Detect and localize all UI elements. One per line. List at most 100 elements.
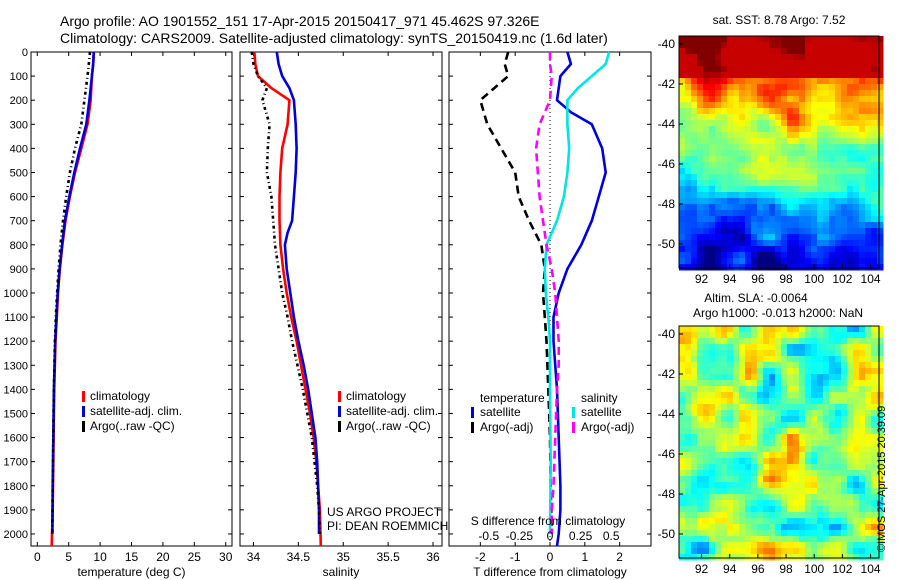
heatmap-cell: [799, 434, 806, 441]
heatmap-cell: [859, 368, 866, 375]
heatmap-cell: [787, 138, 794, 145]
heatmap-cell: [787, 536, 794, 543]
heatmap-cell: [871, 470, 878, 477]
heatmap-cell: [769, 132, 776, 139]
heatmap-cell: [847, 246, 854, 253]
heatmap-cell: [835, 174, 842, 181]
heatmap-cell: [727, 512, 734, 519]
heatmap-cell: [703, 204, 710, 211]
series-line-satellite-adj-clim-: [51, 51, 96, 535]
heatmap-cell: [757, 434, 764, 441]
heatmap-cell: [865, 482, 872, 489]
heatmap-cell: [769, 446, 776, 453]
heatmap-cell: [679, 222, 686, 229]
heatmap-cell: [817, 356, 824, 363]
heatmap-cell: [721, 60, 728, 67]
heatmap-cell: [715, 410, 722, 417]
heatmap-cell: [703, 120, 710, 127]
heatmap-cell: [847, 96, 854, 103]
heatmap-cell: [745, 102, 752, 109]
heatmap-cell: [679, 524, 686, 531]
heatmap-cell: [811, 252, 818, 259]
heatmap-cell: [739, 174, 746, 181]
heatmap-cell: [793, 536, 800, 543]
heatmap-cell: [751, 72, 758, 79]
heatmap-cell: [721, 542, 728, 549]
heatmap-cell: [733, 452, 740, 459]
heatmap-cell: [721, 500, 728, 507]
heatmap-cell: [835, 350, 842, 357]
heatmap-cell: [811, 54, 818, 61]
heatmap-cell: [757, 338, 764, 345]
heatmap-cell: [805, 162, 812, 169]
series-line-temperature-argo-adj-: [478, 51, 553, 535]
heatmap-cell: [871, 102, 878, 109]
heatmap-cell: [811, 120, 818, 127]
heatmap-cell: [865, 476, 872, 483]
heatmap-cell: [775, 488, 782, 495]
heatmap-cell: [811, 36, 818, 43]
heatmap-cell: [829, 198, 836, 205]
heatmap-cell: [823, 374, 830, 381]
heatmap-cell: [835, 132, 842, 139]
heatmap-cell: [829, 404, 836, 411]
legend-label: satellite: [480, 405, 521, 419]
heatmap-cell: [715, 192, 722, 199]
heatmap-cell: [877, 66, 884, 73]
heatmap-cell: [679, 548, 686, 555]
heatmap-cell: [877, 362, 884, 369]
heatmap-cell: [691, 204, 698, 211]
heatmap-cell: [775, 42, 782, 49]
heatmap-cell: [871, 554, 878, 561]
depth-tick-label: 300: [10, 119, 28, 131]
heatmap-cell: [679, 440, 686, 447]
heatmap-cell: [745, 422, 752, 429]
heatmap-cell: [775, 198, 782, 205]
panel-sst_map: 92 94 96 98 100 102 104-40-42-44-46-48-50sat. …: [658, 13, 884, 286]
heatmap-cell: [787, 446, 794, 453]
heatmap-cell: [823, 338, 830, 345]
heatmap-cell: [745, 60, 752, 67]
heatmap-cell: [775, 186, 782, 193]
heatmap-cell: [811, 162, 818, 169]
heatmap-cell: [685, 536, 692, 543]
heatmap-cell: [769, 458, 776, 465]
heatmap-cell: [721, 554, 728, 561]
heatmap-cell: [811, 452, 818, 459]
heatmap-cell: [829, 228, 836, 235]
heatmap-cell: [739, 66, 746, 73]
heatmap-cell: [835, 368, 842, 375]
heatmap-cell: [709, 210, 716, 217]
heatmap-cell: [757, 380, 764, 387]
heatmap-cell: [691, 228, 698, 235]
heatmap-cell: [739, 258, 746, 265]
heatmap-cell: [739, 428, 746, 435]
heatmap-cell: [793, 144, 800, 151]
heatmap-cell: [793, 524, 800, 531]
heatmap-cell: [721, 458, 728, 465]
heatmap-cell: [781, 258, 788, 265]
heatmap-cell: [829, 368, 836, 375]
heatmap-cell: [703, 398, 710, 405]
map-xtick-label: 100: [804, 272, 824, 286]
depth-tick-label: 1300: [4, 360, 28, 372]
heatmap-cell: [793, 542, 800, 549]
heatmap-cell: [709, 102, 716, 109]
heatmap-cell: [811, 542, 818, 549]
heatmap-cell: [853, 530, 860, 537]
heatmap-cell: [757, 374, 764, 381]
heatmap-cell: [751, 374, 758, 381]
heatmap-cell: [739, 240, 746, 247]
heatmap-cell: [835, 404, 842, 411]
heatmap-cell: [799, 488, 806, 495]
heatmap-cell: [823, 326, 830, 333]
heatmap-cell: [835, 186, 842, 193]
heatmap-cell: [679, 368, 686, 375]
heatmap-cell: [853, 470, 860, 477]
heatmap-cell: [877, 54, 884, 61]
heatmap-cell: [835, 476, 842, 483]
heatmap-cell: [805, 368, 812, 375]
heatmap-cell: [841, 36, 848, 43]
heatmap-cell: [829, 102, 836, 109]
heatmap-cell: [871, 216, 878, 223]
